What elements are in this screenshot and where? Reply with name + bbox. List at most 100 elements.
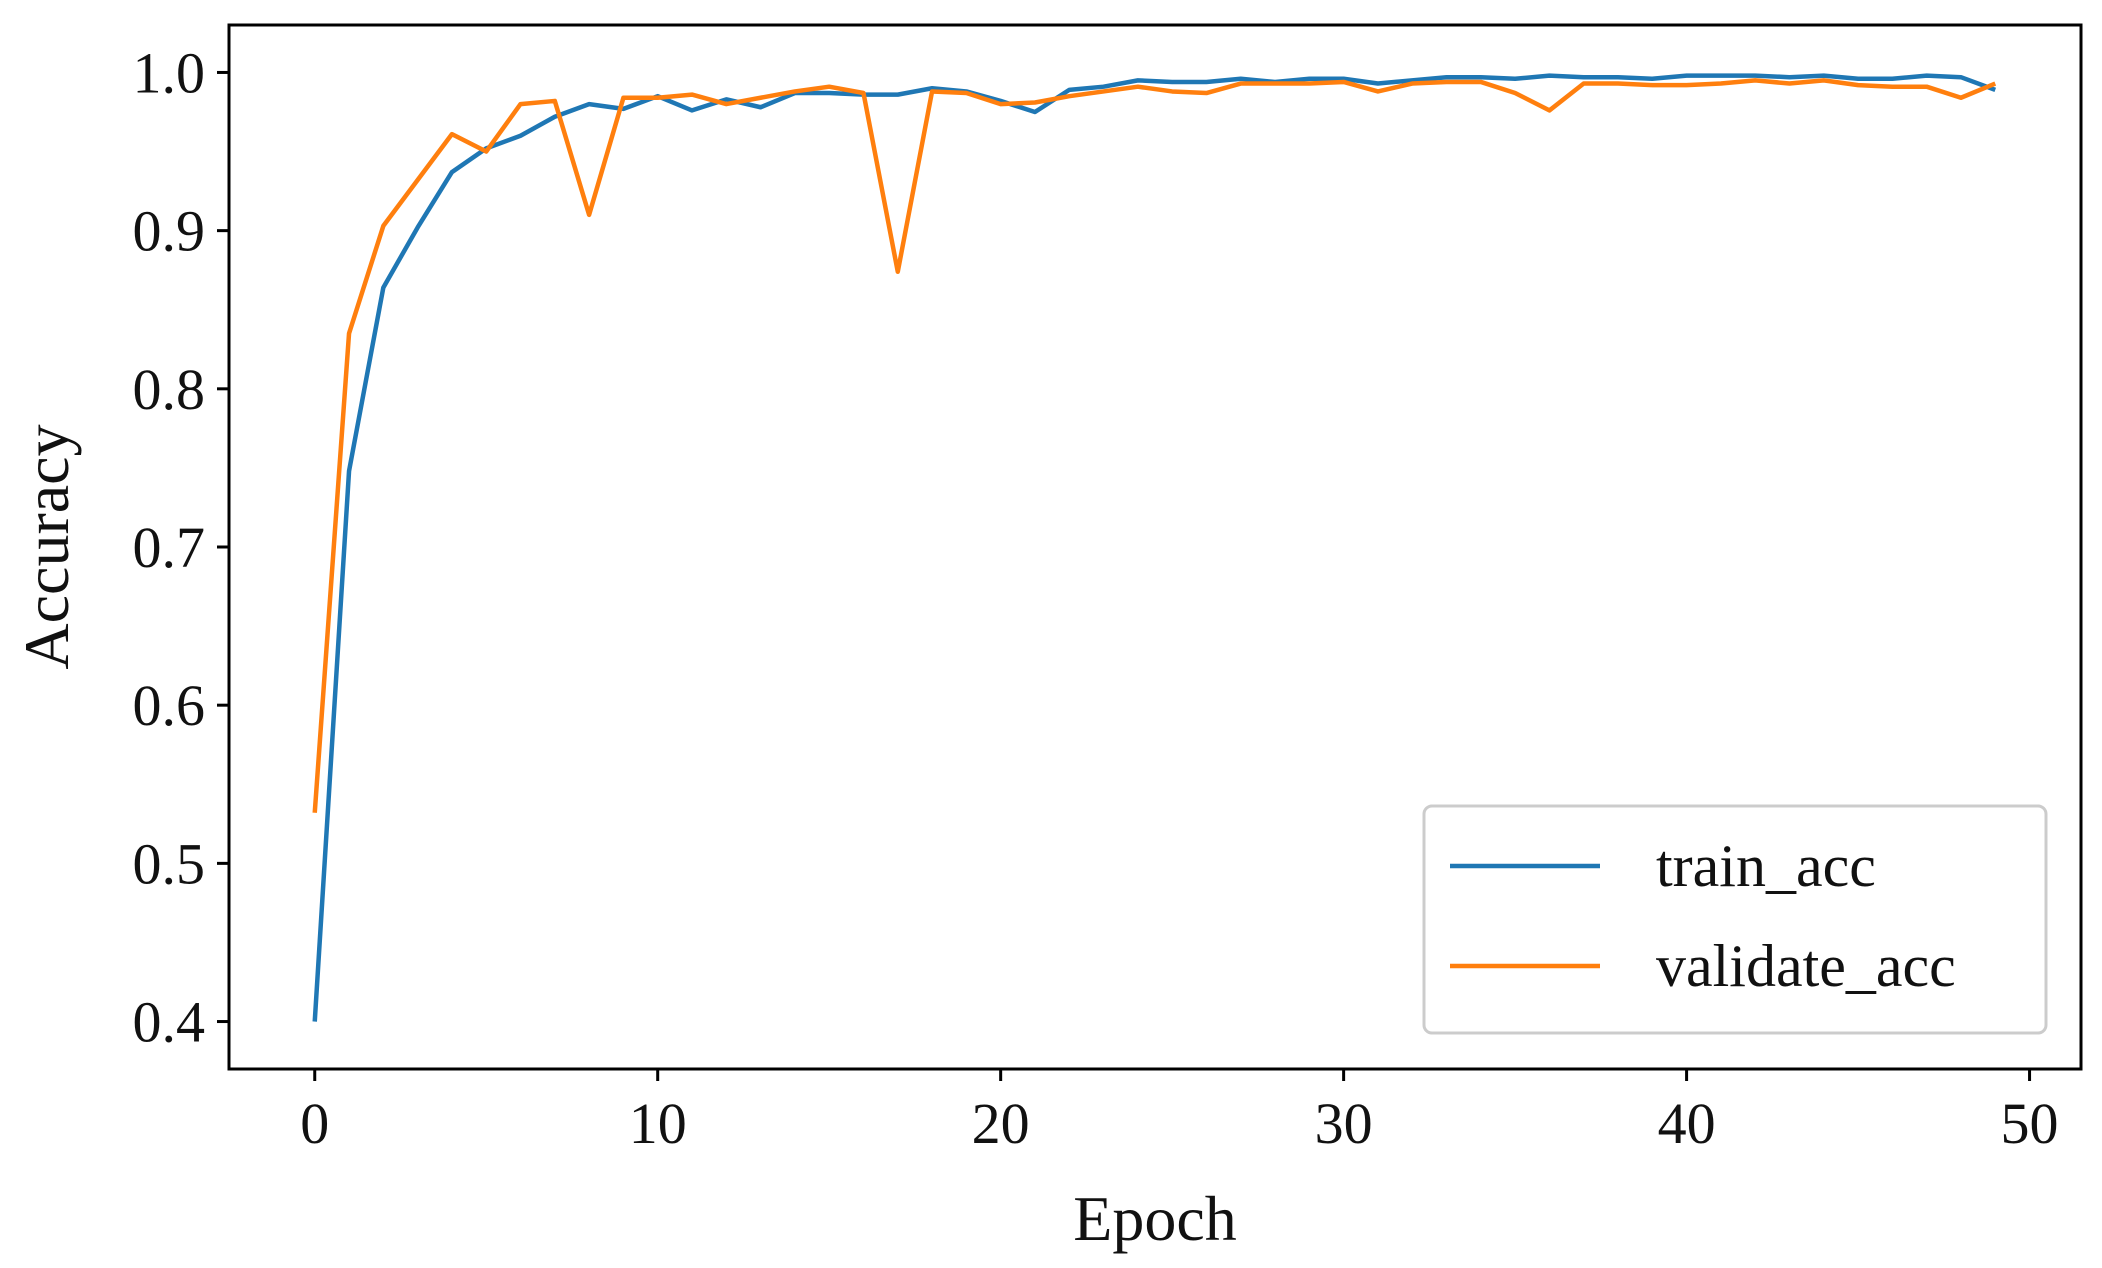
x-tick-label: 10 (629, 1091, 687, 1156)
legend-label-train-acc: train_acc (1656, 833, 1876, 899)
series-layer (312, 73, 1997, 1024)
data-point-train-acc (1547, 74, 1551, 78)
legend: train_acc validate_acc (1422, 804, 2048, 1035)
data-point-validate-acc (313, 811, 317, 815)
data-point-validate-acc (930, 89, 934, 93)
data-point-train-acc (1479, 75, 1483, 79)
data-point-train-acc (1582, 75, 1586, 79)
data-point-train-acc (1993, 88, 1997, 92)
data-point-validate-acc (1479, 80, 1483, 84)
data-point-validate-acc (1376, 89, 1380, 93)
data-point-validate-acc (1993, 82, 1997, 86)
series-line-validate-acc (312, 78, 1997, 813)
data-point-validate-acc (1650, 83, 1654, 87)
y-tick-label: 0.6 (133, 673, 206, 738)
data-point-train-acc (1685, 74, 1689, 78)
data-point-train-acc (313, 1020, 317, 1024)
data-point-train-acc (450, 170, 454, 174)
data-point-validate-acc (1102, 89, 1106, 93)
x-tick-label: 50 (2001, 1091, 2059, 1156)
data-point-train-acc (1376, 82, 1380, 86)
data-point-validate-acc (416, 178, 420, 182)
data-point-train-acc (347, 469, 351, 473)
data-point-validate-acc (656, 96, 660, 100)
data-point-train-acc (759, 105, 763, 109)
x-tick-label: 30 (1315, 1091, 1373, 1156)
data-point-validate-acc (1170, 89, 1174, 93)
data-point-validate-acc (1239, 82, 1243, 86)
data-point-validate-acc (1822, 78, 1826, 82)
data-point-validate-acc (347, 331, 351, 335)
x-axis-label: Epoch (1073, 1183, 1237, 1254)
data-point-validate-acc (621, 96, 625, 100)
data-point-train-acc (1856, 77, 1860, 81)
data-point-validate-acc (724, 102, 728, 106)
data-point-validate-acc (1307, 82, 1311, 86)
data-point-validate-acc (1582, 82, 1586, 86)
data-point-validate-acc (450, 132, 454, 136)
y-tick-label: 1.0 (133, 40, 206, 105)
data-point-validate-acc (896, 270, 900, 274)
series-line-train-acc (312, 73, 1997, 1022)
data-point-train-acc (1822, 74, 1826, 78)
data-point-train-acc (724, 97, 728, 101)
data-point-validate-acc (1616, 82, 1620, 86)
data-point-validate-acc (1410, 82, 1414, 86)
data-point-validate-acc (1719, 82, 1723, 86)
data-point-validate-acc (1136, 85, 1140, 89)
data-point-validate-acc (1547, 108, 1551, 112)
y-tick-label: 0.8 (133, 357, 206, 422)
data-point-validate-acc (690, 93, 694, 97)
data-point-train-acc (690, 108, 694, 112)
data-point-validate-acc (587, 213, 591, 217)
data-point-train-acc (519, 134, 523, 138)
x-tick-label: 40 (1658, 1091, 1716, 1156)
data-point-train-acc (1239, 77, 1243, 81)
data-point-validate-acc (381, 224, 385, 228)
data-point-validate-acc (861, 91, 865, 95)
data-point-validate-acc (519, 102, 523, 106)
data-point-train-acc (1890, 77, 1894, 81)
data-point-train-acc (1513, 77, 1517, 81)
x-tick-label: 0 (300, 1091, 329, 1156)
data-point-train-acc (1067, 88, 1071, 92)
data-point-validate-acc (1445, 80, 1449, 84)
data-point-train-acc (1170, 80, 1174, 84)
data-point-train-acc (1959, 75, 1963, 79)
data-point-train-acc (1787, 75, 1791, 79)
data-point-train-acc (1033, 110, 1037, 114)
legend-label-validate-acc: validate_acc (1656, 933, 1956, 999)
data-point-validate-acc (1273, 82, 1277, 86)
data-point-train-acc (1307, 77, 1311, 81)
data-point-validate-acc (827, 85, 831, 89)
data-point-validate-acc (484, 150, 488, 154)
data-point-validate-acc (1033, 101, 1037, 105)
data-point-train-acc (381, 286, 385, 290)
data-point-validate-acc (1342, 80, 1346, 84)
data-point-validate-acc (1753, 78, 1757, 82)
data-point-validate-acc (964, 91, 968, 95)
legend-box (1422, 804, 2048, 1035)
y-tick-label: 0.9 (133, 199, 206, 264)
data-point-train-acc (1719, 74, 1723, 78)
data-point-validate-acc (1513, 91, 1517, 95)
data-point-train-acc (1102, 85, 1106, 89)
data-point-train-acc (1136, 78, 1140, 82)
data-point-validate-acc (1856, 83, 1860, 87)
data-point-train-acc (416, 225, 420, 229)
data-point-train-acc (827, 91, 831, 95)
data-point-validate-acc (553, 99, 557, 103)
data-point-validate-acc (1787, 82, 1791, 86)
data-point-validate-acc (793, 89, 797, 93)
data-point-validate-acc (999, 102, 1003, 106)
data-point-validate-acc (1925, 85, 1929, 89)
y-tick-label: 0.7 (133, 515, 206, 580)
plot-area-frame (227, 23, 2083, 1071)
data-point-validate-acc (759, 96, 763, 100)
x-tick-label: 20 (972, 1091, 1030, 1156)
data-point-train-acc (553, 115, 557, 119)
data-point-validate-acc (1959, 96, 1963, 100)
data-point-train-acc (896, 93, 900, 97)
data-point-validate-acc (1067, 94, 1071, 98)
